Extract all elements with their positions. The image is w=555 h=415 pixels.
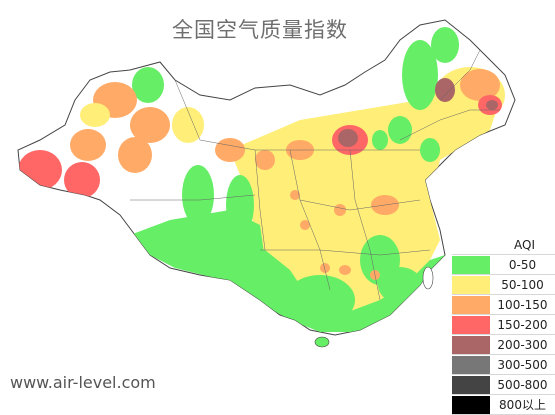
legend-label: 200-300 xyxy=(497,337,548,352)
legend-swatch xyxy=(452,355,490,374)
legend-item: 500-800 xyxy=(452,375,555,395)
legend-label: 0-50 xyxy=(508,257,537,272)
legend-item: 800以上 xyxy=(452,395,555,415)
province-borders xyxy=(130,49,500,301)
legend-item: 100-150 xyxy=(452,295,555,315)
legend-swatch xyxy=(452,275,490,294)
legend-item: 300-500 xyxy=(452,355,555,375)
legend-label: 300-500 xyxy=(497,357,548,372)
watermark-url: www.air-level.com xyxy=(10,373,156,392)
legend-swatch xyxy=(452,395,490,414)
taiwan-island xyxy=(422,266,434,290)
legend-swatch xyxy=(452,315,490,334)
legend-item: 150-200 xyxy=(452,315,555,335)
legend-title: AQI xyxy=(514,238,535,252)
legend-label: 50-100 xyxy=(501,277,544,292)
legend-swatch xyxy=(452,255,490,274)
aqi-blobs xyxy=(18,27,505,332)
legend-label: 800以上 xyxy=(499,398,546,412)
legend-item: 50-100 xyxy=(452,275,555,295)
legend-swatch xyxy=(452,375,490,394)
legend-item: 200-300 xyxy=(452,335,555,355)
legend-label: 100-150 xyxy=(497,297,548,312)
aqi-legend: AQI 0-50 50-100 100-150 150-200 200-300 300-5… xyxy=(452,236,555,415)
legend-label: 150-200 xyxy=(497,317,548,332)
legend-swatch xyxy=(452,295,490,314)
hainan-island xyxy=(314,336,330,348)
legend-item: 0-50 xyxy=(452,254,555,275)
legend-swatch xyxy=(452,335,490,354)
china-aqi-map xyxy=(17,19,516,348)
legend-label: 500-800 xyxy=(497,377,548,392)
map-title: 全国空气质量指数 xyxy=(172,18,348,42)
